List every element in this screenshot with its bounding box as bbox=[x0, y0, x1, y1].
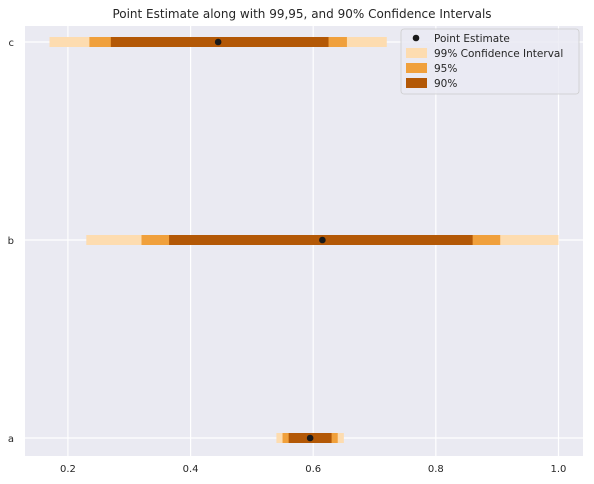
y-tick-label: a bbox=[8, 434, 14, 445]
legend: Point Estimate 99% Confidence Interval 95%… bbox=[400, 28, 580, 95]
y-tick-label: c bbox=[9, 38, 15, 49]
legend-frame bbox=[400, 28, 580, 95]
y-axis-ticks: a b c bbox=[8, 38, 14, 445]
point-estimate-b bbox=[319, 236, 326, 244]
y-tick-label: b bbox=[8, 236, 14, 247]
x-tick-label: 0.6 bbox=[305, 464, 321, 475]
chart-title: Point Estimate along with 99,95, and 90%… bbox=[112, 7, 491, 21]
x-tick-label: 0.8 bbox=[428, 464, 444, 475]
legend-label: 90% bbox=[434, 78, 457, 90]
legend-marker-point-estimate bbox=[412, 34, 420, 42]
point-estimates bbox=[214, 38, 326, 442]
legend-swatch bbox=[406, 48, 427, 58]
legend-label-point-estimate: Point Estimate bbox=[434, 33, 510, 45]
x-tick-label: 0.4 bbox=[183, 464, 199, 475]
legend-swatch bbox=[406, 78, 427, 88]
point-estimate-c bbox=[214, 38, 222, 46]
legend-label: 99% Confidence Interval bbox=[434, 48, 563, 60]
legend-swatch bbox=[406, 63, 427, 73]
point-estimate-a bbox=[306, 434, 314, 442]
legend-label: 95% bbox=[434, 63, 457, 75]
x-axis-ticks: 0.2 0.4 0.6 0.8 1.0 bbox=[60, 464, 566, 475]
x-tick-label: 1.0 bbox=[551, 464, 567, 475]
x-tick-label: 0.2 bbox=[60, 464, 76, 475]
